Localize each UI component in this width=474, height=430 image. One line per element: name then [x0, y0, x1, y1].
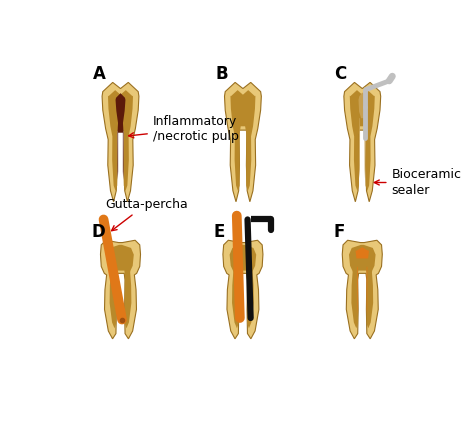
Text: B: B: [215, 64, 228, 83]
Polygon shape: [229, 245, 256, 329]
Polygon shape: [342, 240, 383, 339]
Text: Gutta-percha: Gutta-percha: [105, 197, 188, 230]
Polygon shape: [359, 118, 360, 178]
Text: F: F: [333, 223, 345, 241]
Polygon shape: [225, 83, 261, 202]
Text: Bioceramic
sealer: Bioceramic sealer: [374, 169, 462, 197]
Polygon shape: [356, 247, 369, 258]
Text: E: E: [214, 223, 225, 241]
Polygon shape: [223, 240, 263, 339]
Text: C: C: [335, 64, 347, 83]
Polygon shape: [102, 83, 139, 202]
Polygon shape: [357, 267, 358, 316]
Text: D: D: [91, 223, 105, 241]
Polygon shape: [349, 245, 375, 329]
Polygon shape: [116, 93, 126, 180]
Polygon shape: [358, 92, 366, 118]
Polygon shape: [100, 240, 140, 339]
Polygon shape: [107, 245, 134, 329]
Polygon shape: [230, 90, 255, 191]
Polygon shape: [350, 90, 375, 191]
Text: Inflammatory
/necrotic pulp: Inflammatory /necrotic pulp: [128, 115, 239, 143]
Polygon shape: [344, 83, 381, 202]
Polygon shape: [108, 90, 133, 191]
Text: A: A: [93, 64, 106, 83]
